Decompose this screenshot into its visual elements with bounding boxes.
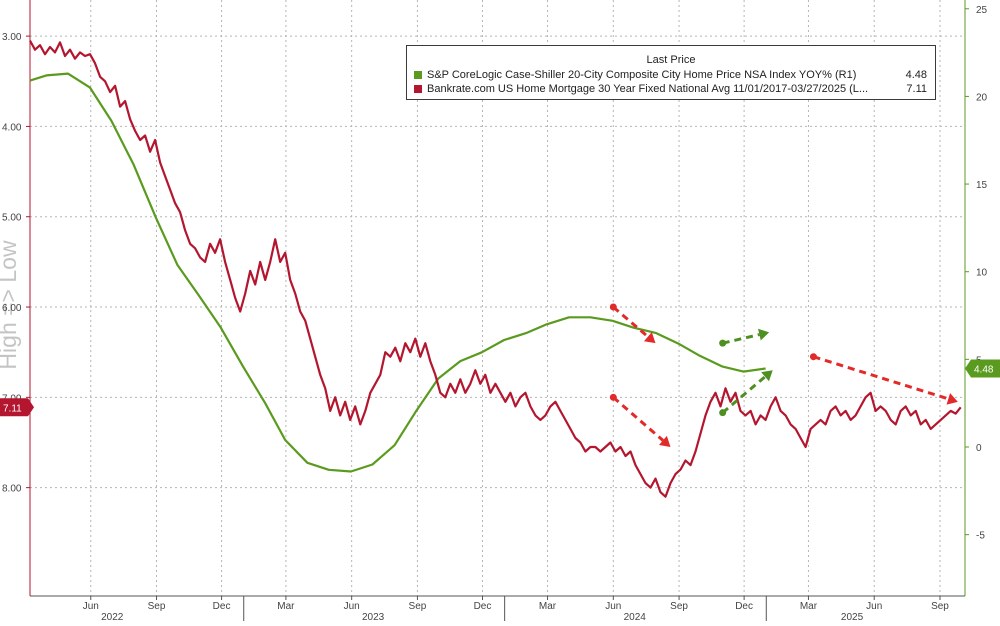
badge-shape xyxy=(965,359,1000,378)
arrow-shaft xyxy=(612,305,649,338)
x-tick-label: Dec xyxy=(213,601,231,612)
left-tick-label: 8.00 xyxy=(2,484,22,495)
x-tick-label: Jun xyxy=(83,601,99,612)
legend-item-value: 4.48 xyxy=(905,69,927,81)
right-tick-label: -5 xyxy=(976,531,985,542)
legend-item-case-shiller: S&P CoreLogic Case-Shiller 20-City Compo… xyxy=(414,68,927,82)
green-dashed-arrow xyxy=(719,370,773,417)
legend-item-value: 7.11 xyxy=(906,83,927,95)
legend-item-name: Bankrate.com US Home Mortgage 30 Year Fi… xyxy=(427,83,869,95)
x-tick-label: Dec xyxy=(474,601,492,612)
chart-watermark: High => Low xyxy=(0,240,21,370)
x-tick-label: Mar xyxy=(277,601,295,612)
legend-item-name: S&P CoreLogic Case-Shiller 20-City Compo… xyxy=(427,69,857,81)
green-dashed-arrow xyxy=(719,328,770,347)
badge-label: 7.11 xyxy=(3,403,22,414)
left-tick-label: 3.00 xyxy=(2,32,22,43)
year-label: 2025 xyxy=(841,612,864,621)
x-tick-label: Sep xyxy=(148,601,166,612)
legend-header: Last Price xyxy=(646,54,696,66)
year-label: 2023 xyxy=(362,612,385,621)
x-tick-label: Jun xyxy=(605,601,621,612)
arrow-shaft xyxy=(813,355,949,401)
x-tick-label: Sep xyxy=(670,601,688,612)
year-label: 2024 xyxy=(624,612,647,621)
arrow-head xyxy=(643,332,656,344)
right-tick-label: 20 xyxy=(976,92,988,103)
legend: Last Price S&P CoreLogic Case-Shiller 20… xyxy=(406,45,936,100)
x-tick-label: Mar xyxy=(539,601,557,612)
x-tick-label: Sep xyxy=(409,601,427,612)
x-tick-label: Mar xyxy=(800,601,818,612)
arrow-head xyxy=(946,393,958,405)
last-value-badges: 7.11 4.48 xyxy=(0,359,1000,417)
arrow-head xyxy=(761,370,773,382)
year-label: 2022 xyxy=(101,612,124,621)
x-tick-label: Jun xyxy=(866,601,882,612)
last-value-badge-left: 7.11 xyxy=(0,398,34,417)
right-tick-label: 25 xyxy=(976,5,988,16)
left-tick-label: 4.00 xyxy=(2,122,22,133)
x-tick-label: Jun xyxy=(344,601,360,612)
red-dashed-arrow xyxy=(609,393,671,447)
left-tick-label: 5.00 xyxy=(2,213,22,224)
series-lines xyxy=(29,40,962,498)
legend-swatch-green xyxy=(414,71,422,79)
right-tick-label: 10 xyxy=(976,268,988,279)
x-tick-label: Sep xyxy=(931,601,949,612)
left-tick-label: 6.00 xyxy=(2,303,22,314)
arrow-shaft xyxy=(721,375,767,414)
right-tick-label: 15 xyxy=(976,180,988,191)
red-dashed-arrow xyxy=(609,303,656,344)
gridlines xyxy=(30,0,965,596)
badge-shape xyxy=(0,398,34,417)
arrow-shaft xyxy=(612,396,664,442)
series-line-case-shiller xyxy=(29,72,766,473)
red-dashed-arrow xyxy=(809,353,958,405)
legend-item-bankrate: Bankrate.com US Home Mortgage 30 Year Fi… xyxy=(414,82,927,96)
arrow-head xyxy=(758,328,770,341)
arrow-head xyxy=(659,435,671,447)
x-tick-label: Dec xyxy=(735,601,753,612)
last-value-badge-right: 4.48 xyxy=(965,359,1000,378)
legend-swatch-red xyxy=(414,85,422,93)
badge-label: 4.48 xyxy=(974,364,994,375)
arrow-shaft xyxy=(722,333,760,345)
annotation-arrows xyxy=(609,303,958,447)
series-line-mortgage-rate xyxy=(29,40,962,498)
right-tick-label: 0 xyxy=(976,443,982,454)
